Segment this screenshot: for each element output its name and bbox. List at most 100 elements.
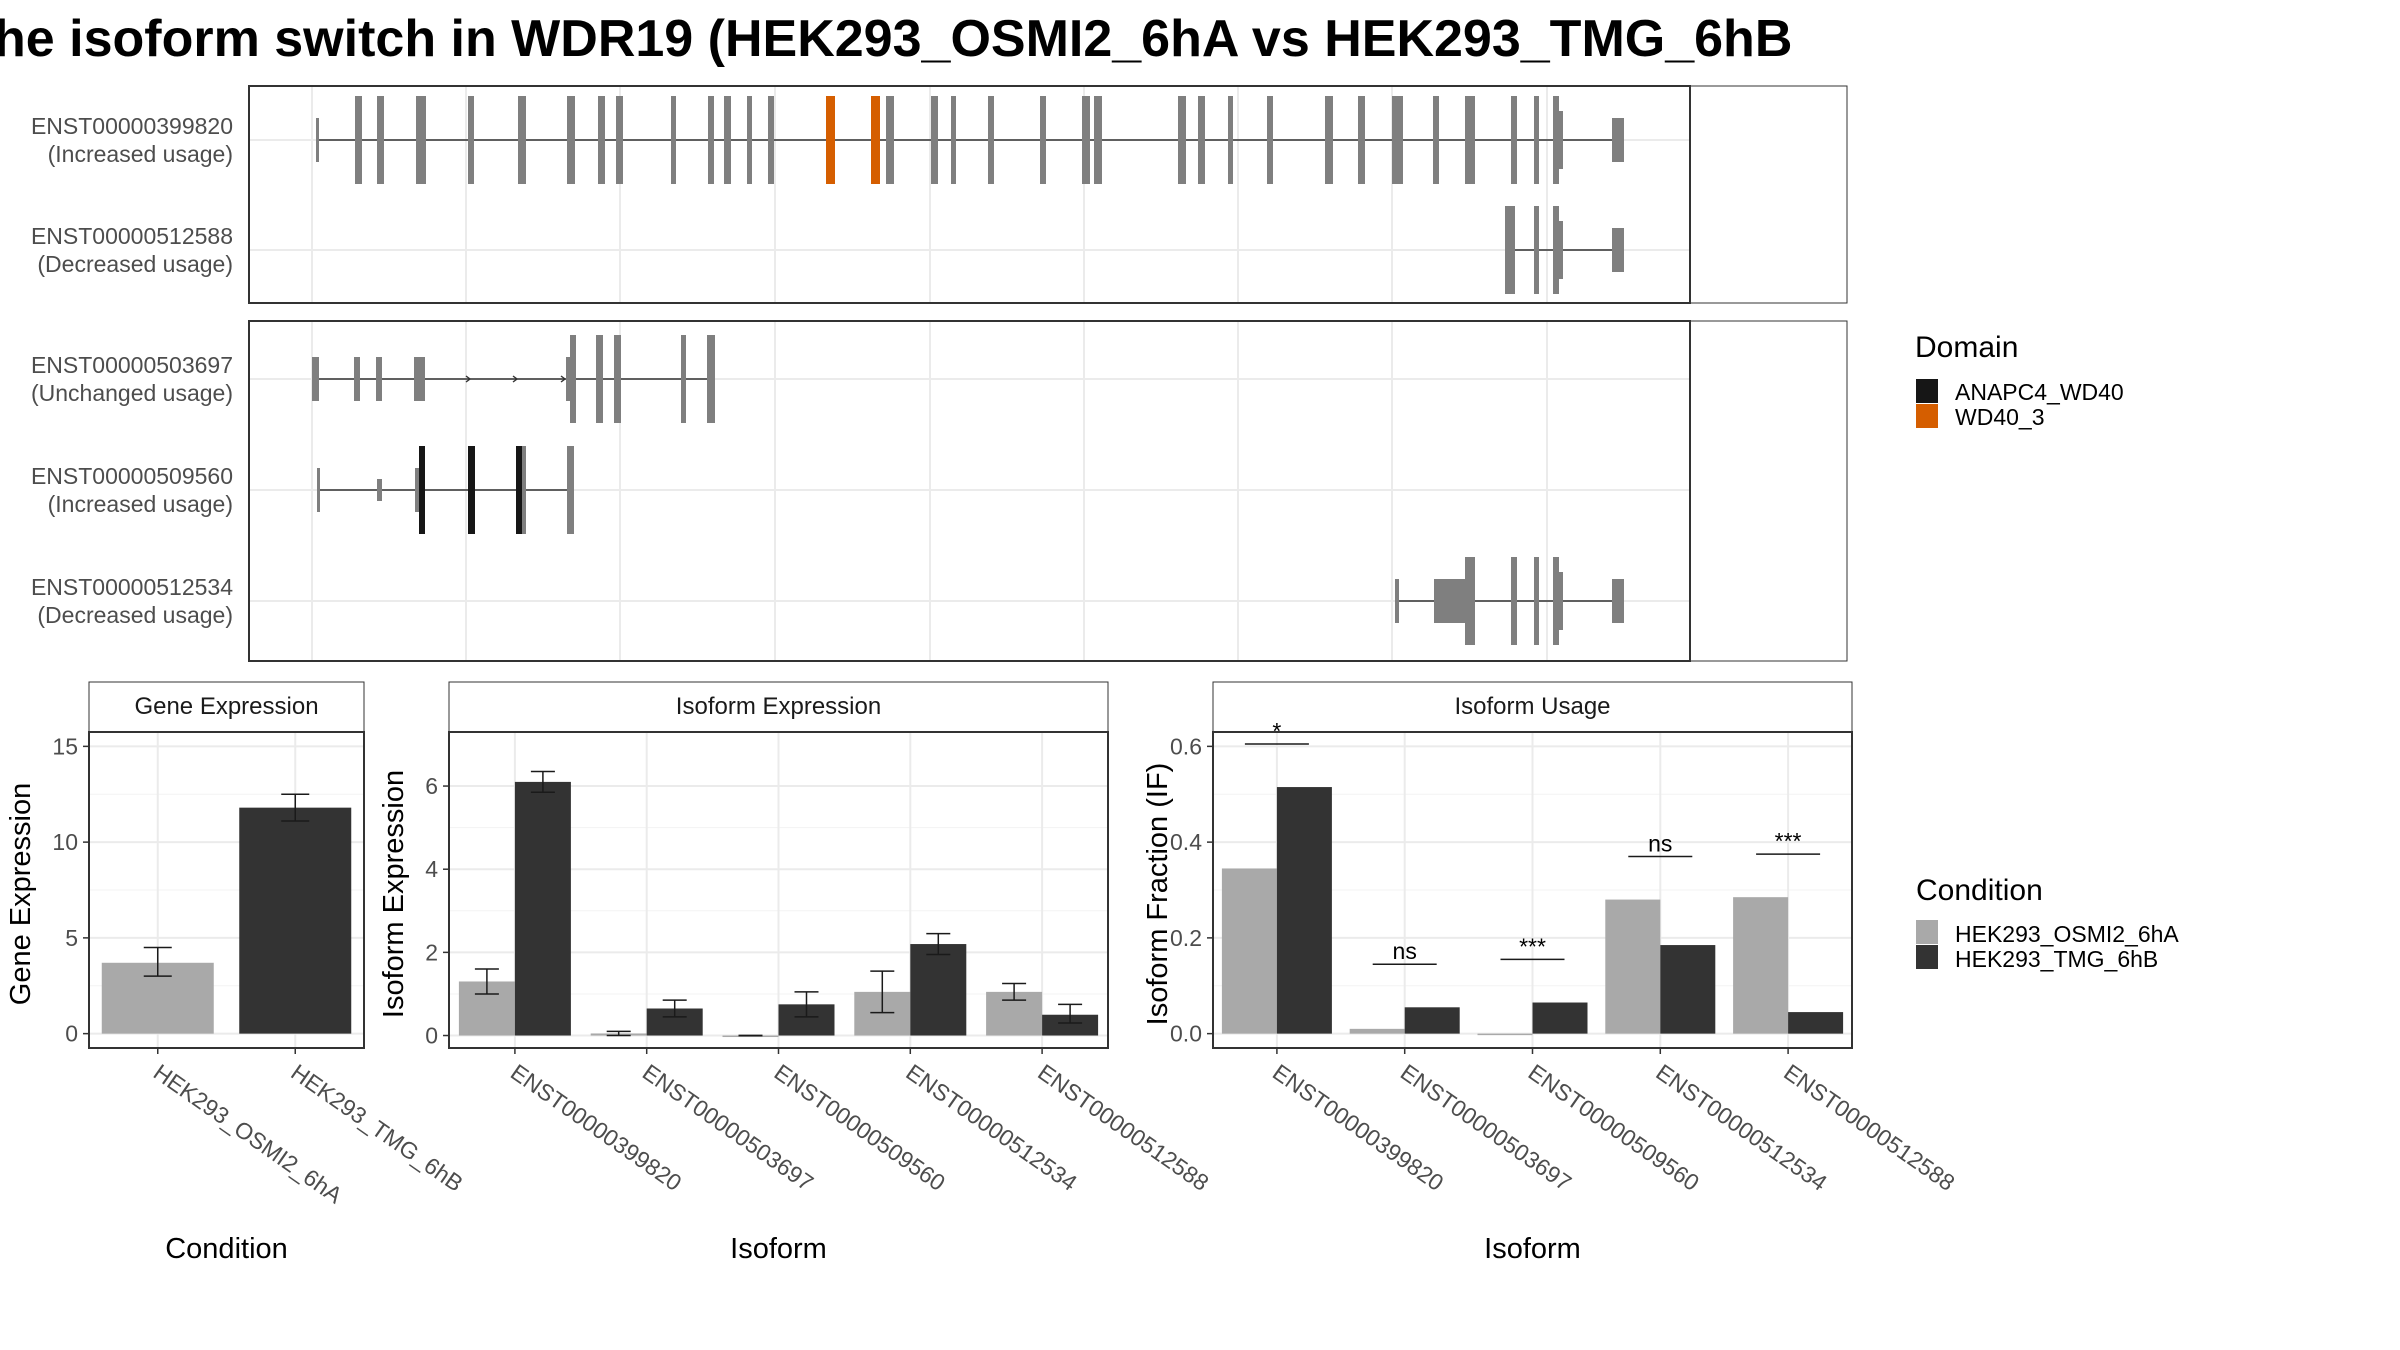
- significance-label: ***: [1775, 828, 1802, 854]
- condition-legend-label: HEK293_OSMI2_6hA: [1955, 921, 2179, 947]
- bar: [239, 807, 352, 1034]
- intron-arrow: [560, 375, 567, 383]
- x-axis-title: Isoform: [730, 1233, 827, 1265]
- exon: [1534, 206, 1539, 294]
- domain-legend-swatch: [1916, 404, 1938, 428]
- isoform-usage-label: (Increased usage): [48, 491, 233, 517]
- intron-arrow: [465, 375, 472, 383]
- structure-panel-border: [248, 85, 1691, 304]
- exon: [416, 96, 426, 184]
- isoform-usage-label: (Decreased usage): [37, 602, 233, 628]
- exon: [1612, 228, 1624, 272]
- exon: [468, 96, 474, 184]
- exon: [312, 357, 319, 401]
- exon: [1465, 96, 1475, 184]
- y-tick-label: 2: [425, 939, 438, 965]
- exon: [316, 118, 319, 162]
- bar: [1532, 1002, 1588, 1034]
- exon: [1553, 96, 1559, 184]
- exon: [354, 357, 360, 401]
- y-tick-label: 0.6: [1170, 733, 1202, 759]
- bar: [1660, 945, 1716, 1034]
- exon: [414, 357, 425, 401]
- exon: [1395, 579, 1399, 623]
- y-tick-label: 5: [65, 925, 78, 951]
- exon: [522, 446, 526, 534]
- exon: [747, 96, 752, 184]
- y-tick-label: 10: [52, 829, 78, 855]
- bar-panel-strip: [448, 681, 1109, 733]
- exon: [1505, 206, 1515, 294]
- exon: [518, 96, 526, 184]
- transcript-structure-plot: ENST00000399820(Increased usage)ENST0000…: [31, 85, 2124, 662]
- exon: [1465, 557, 1475, 645]
- bar-panel-title: Isoform Usage: [1454, 693, 1610, 720]
- domain-legend-label: ANAPC4_WD40: [1955, 379, 2124, 405]
- y-tick-label: 0: [65, 1021, 78, 1047]
- exon: [826, 96, 835, 184]
- bar-panel-title: Isoform Expression: [676, 693, 881, 720]
- exon: [377, 96, 384, 184]
- exon: [931, 96, 938, 184]
- y-tick-label: 0.2: [1170, 925, 1202, 951]
- exon: [468, 446, 475, 534]
- exon: [1553, 557, 1559, 645]
- bar: [1733, 897, 1789, 1034]
- exon: [377, 479, 382, 501]
- y-tick-label: 15: [52, 733, 78, 759]
- exon: [707, 335, 715, 423]
- exon: [1612, 579, 1624, 623]
- isoform-usage-label: (Increased usage): [48, 141, 233, 167]
- bar: [1221, 868, 1277, 1034]
- exon: [681, 335, 686, 423]
- exon: [616, 96, 623, 184]
- exon: [415, 468, 421, 512]
- exon: [1325, 96, 1333, 184]
- exon: [1358, 96, 1365, 184]
- structure-panel-bg: [249, 86, 1690, 303]
- facet-strip: [1689, 320, 1848, 662]
- structure-panel-border: [248, 320, 1691, 662]
- exon: [708, 96, 714, 184]
- domain-legend-label: WD40_3: [1955, 404, 2044, 430]
- exon: [567, 96, 575, 184]
- bar-panel-title: Gene Expression: [134, 693, 318, 720]
- exon: [1228, 96, 1233, 184]
- bar: [1788, 1012, 1844, 1034]
- exon: [566, 357, 571, 401]
- bar: [1605, 899, 1661, 1034]
- facet-strip: [1689, 85, 1848, 304]
- exon: [1511, 96, 1517, 184]
- bar-panel-strip: [1212, 681, 1853, 733]
- exon: [951, 96, 956, 184]
- exon: [1392, 96, 1403, 184]
- bar: [514, 781, 571, 1036]
- condition-legend-swatch: [1916, 945, 1938, 969]
- exon: [1433, 96, 1439, 184]
- figure-title: he isoform switch in WDR19 (HEK293_OSMI2…: [0, 10, 1792, 68]
- exon: [1040, 96, 1046, 184]
- exon: [724, 96, 731, 184]
- exon: [355, 96, 362, 184]
- exon: [376, 357, 382, 401]
- isoform-usage-label: (Decreased usage): [37, 251, 233, 277]
- exon: [768, 96, 774, 184]
- exon: [988, 96, 994, 184]
- exon: [671, 96, 676, 184]
- exon: [1267, 96, 1273, 184]
- bar-panel-border: [88, 731, 365, 1049]
- exon: [598, 96, 605, 184]
- significance-label: ns: [1648, 830, 1672, 856]
- isoform-usage-label: (Unchanged usage): [31, 380, 233, 406]
- isoform-id-label: ENST00000399820: [31, 113, 233, 139]
- exon: [871, 96, 880, 184]
- exon: [1559, 572, 1563, 630]
- exon: [596, 335, 603, 423]
- bar: [1276, 787, 1332, 1034]
- isoform-id-label: ENST00000509560: [31, 463, 233, 489]
- exon: [516, 446, 523, 534]
- exon: [1082, 96, 1090, 184]
- domain-legend-swatch: [1916, 379, 1938, 403]
- bar: [1349, 1028, 1405, 1034]
- condition-legend-swatch: [1916, 920, 1938, 944]
